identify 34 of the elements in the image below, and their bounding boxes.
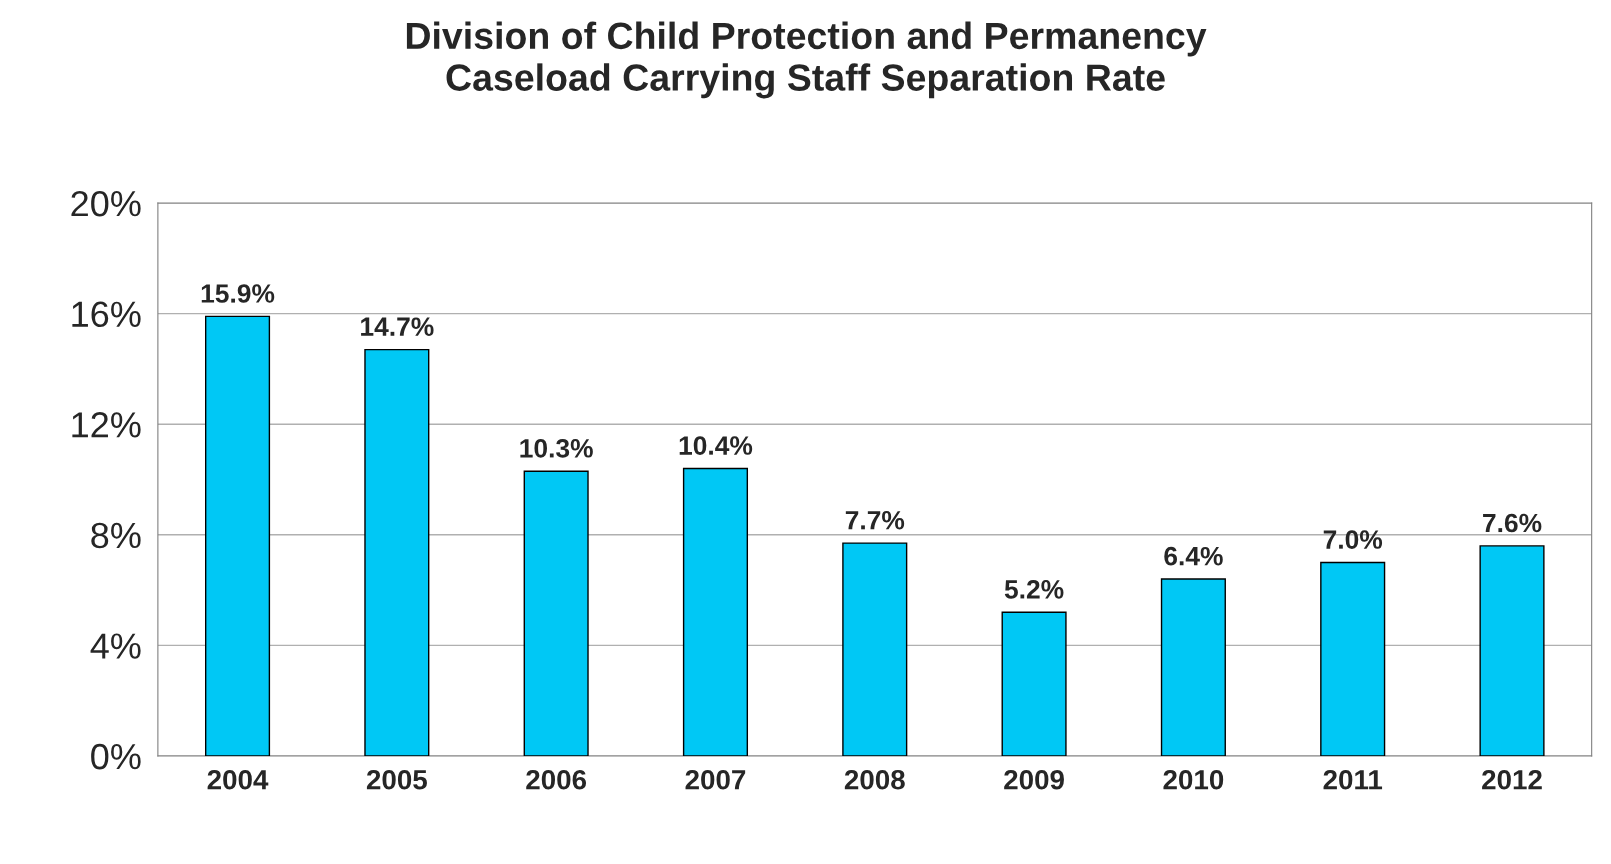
y-tick-label: 16% <box>72 301 141 328</box>
x-tick-label: 2008 <box>844 769 905 790</box>
bar <box>1160 578 1226 756</box>
x-tick-label: 2007 <box>685 769 746 790</box>
bar <box>1001 611 1067 756</box>
bar <box>842 542 908 756</box>
data-label: 6.4% <box>1164 546 1223 566</box>
y-tick-label: 0% <box>91 743 141 770</box>
data-label: 15.9% <box>201 284 275 303</box>
data-label: 14.7% <box>361 317 434 336</box>
data-label: 7.7% <box>845 510 905 530</box>
x-tick-label: 2010 <box>1163 769 1224 790</box>
x-tick-label: 2004 <box>207 769 269 790</box>
bar <box>204 315 271 756</box>
y-tick-label: 8% <box>91 522 141 549</box>
data-label: 10.4% <box>679 436 753 455</box>
data-label: 7.0% <box>1323 530 1383 549</box>
x-tick-label: 2011 <box>1323 769 1383 790</box>
y-tick-label: 12% <box>72 412 141 438</box>
data-label: 5.2% <box>1004 579 1064 599</box>
bar <box>682 467 749 756</box>
x-tick-label: 2006 <box>526 769 587 790</box>
x-tick-label: 2005 <box>366 769 427 790</box>
bar <box>523 470 589 756</box>
x-tick-label: 2009 <box>1004 769 1064 790</box>
bar <box>1479 545 1545 756</box>
chart-title: Division of Child Protection and Permanency Caseload Carrying Staff Separation Rate <box>406 21 1207 99</box>
data-label: 7.6% <box>1483 513 1542 533</box>
bar <box>1320 561 1386 756</box>
data-label: 10.3% <box>520 438 593 458</box>
y-tick-label: 20% <box>71 190 141 217</box>
y-tick-label: 4% <box>90 633 141 659</box>
x-tick-label: 2012 <box>1482 769 1542 790</box>
bar <box>364 348 430 756</box>
